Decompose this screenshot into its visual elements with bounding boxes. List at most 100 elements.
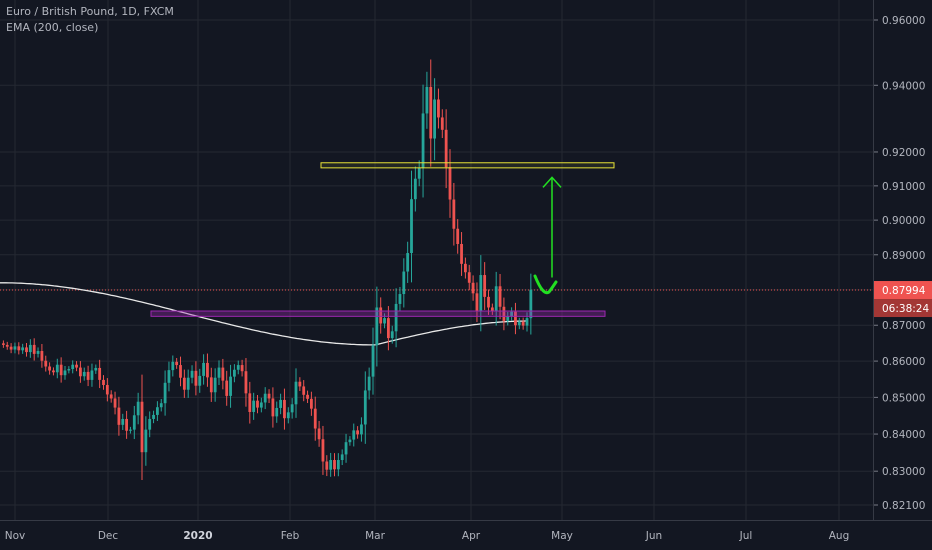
drawing-zones[interactable]: [150, 162, 615, 317]
candle-body: [367, 376, 371, 391]
candle-body: [156, 407, 159, 415]
price-tick-label: 0.90000: [882, 215, 925, 227]
candle-body: [283, 399, 286, 419]
time-axis[interactable]: Nov Dec 2020 Feb Mar Apr May Jun Jul Aug: [0, 520, 932, 543]
candle-body: [186, 377, 190, 390]
ema-curve: [0, 282, 528, 346]
candle-body: [213, 377, 217, 393]
candle-body: [198, 375, 202, 386]
candle-body: [290, 404, 294, 413]
price-axis[interactable]: 0.96000 0.94000 0.92000 0.91000 0.90000 0.890…: [873, 0, 925, 520]
time-tick-label: Nov: [5, 530, 26, 542]
candle-body: [109, 394, 113, 399]
candle-body: [471, 282, 475, 294]
candle-body: [494, 286, 498, 312]
candle-body: [279, 399, 282, 408]
candle-body: [356, 430, 359, 435]
candle-body: [460, 243, 463, 264]
candle-body: [229, 376, 232, 396]
price-tick-label: 0.91000: [882, 181, 925, 193]
candle-body: [498, 286, 502, 307]
symbol-legend[interactable]: Euro / British Pound, 1D, FXCM: [6, 5, 174, 18]
candle-body: [113, 398, 117, 408]
candle-body: [75, 364, 78, 368]
candle-body: [348, 439, 352, 443]
candle-body: [182, 377, 186, 390]
candle-body: [259, 402, 263, 408]
candle-body: [32, 344, 36, 354]
price-tick-label: 0.83000: [882, 466, 925, 478]
candle-body: [363, 390, 367, 425]
candle-body: [140, 401, 144, 453]
candle-body: [59, 364, 63, 376]
candle-body: [132, 415, 136, 430]
candle-body: [67, 369, 71, 371]
candle-body: [152, 414, 155, 419]
candle-body: [387, 318, 390, 339]
candle-body: [252, 400, 256, 412]
candle-body: [502, 306, 506, 321]
time-tick-label: May: [551, 530, 573, 542]
candle-body: [136, 401, 140, 416]
candle-body: [483, 275, 487, 297]
candle-body: [379, 307, 383, 324]
candle-body: [179, 365, 182, 378]
candle-body: [525, 318, 529, 326]
time-tick-label: Mar: [365, 530, 385, 542]
candle-body: [510, 311, 513, 317]
candle-body: [517, 321, 521, 326]
price-tick-label: 0.92000: [882, 147, 925, 159]
candle-body: [44, 360, 48, 367]
candle-body: [233, 369, 236, 377]
candle-body: [425, 86, 429, 114]
candle-body: [383, 318, 386, 324]
candle-body: [421, 113, 425, 168]
candle-body: [298, 381, 302, 387]
candle-body: [413, 178, 417, 200]
price-tag-box: [874, 281, 932, 300]
candle-body: [79, 367, 82, 377]
candle-body: [440, 117, 444, 130]
indicator-legend[interactable]: EMA (200, close): [6, 21, 99, 34]
candle-body: [375, 307, 379, 346]
candle-body: [175, 361, 179, 366]
candle-body: [506, 316, 510, 321]
candle-body: [121, 418, 125, 425]
annotation-arrow[interactable]: [533, 176, 562, 295]
candle-body: [5, 344, 9, 347]
candle-body: [521, 321, 525, 326]
candle-body: [417, 167, 421, 179]
candle-body: [163, 382, 167, 404]
candle-body: [90, 370, 94, 380]
candle-body: [94, 367, 98, 371]
time-tick-label: Apr: [462, 530, 481, 542]
candle-body: [167, 370, 171, 383]
candle-body: [98, 367, 102, 380]
candle-body: [25, 347, 28, 353]
candle-body: [302, 386, 306, 395]
candle-body: [344, 442, 348, 455]
time-tick-label: Jul: [739, 530, 753, 542]
price-tick-label: 0.96000: [882, 15, 925, 27]
time-tick-label: Dec: [98, 530, 119, 542]
candle-body: [390, 331, 394, 339]
candle-body: [40, 351, 44, 361]
candle-body: [467, 272, 471, 283]
price-tag-value: 0.87994: [882, 285, 926, 297]
candle-body: [429, 86, 433, 139]
candle-body: [360, 424, 363, 435]
countdown-value: 06:38:24: [882, 303, 929, 315]
candle-body: [464, 263, 467, 273]
candle-body: [125, 418, 128, 431]
candle-body: [9, 346, 13, 350]
candle-body: [248, 393, 252, 412]
time-tick-label: Jun: [645, 530, 662, 542]
price-tick-label: 0.84000: [882, 429, 925, 441]
candle-body: [340, 454, 344, 461]
candle-body: [17, 346, 21, 351]
candle-body: [159, 403, 163, 408]
candle-body: [336, 460, 340, 470]
candle-body: [102, 379, 105, 385]
candle-body: [456, 228, 460, 244]
